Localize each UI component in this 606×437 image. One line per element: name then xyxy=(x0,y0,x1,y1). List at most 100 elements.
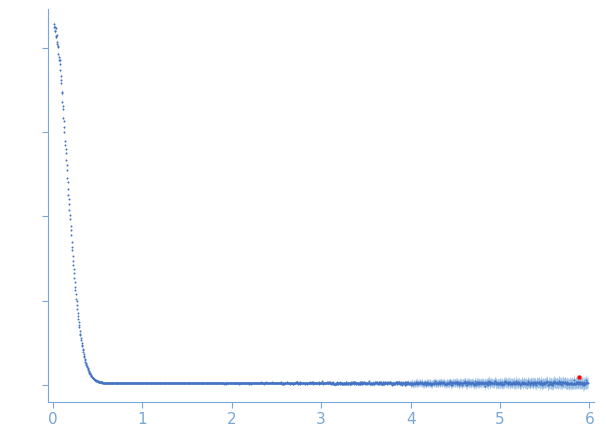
Point xyxy=(286,379,296,386)
Point xyxy=(382,379,392,386)
Point xyxy=(444,379,454,386)
Point xyxy=(72,302,82,309)
Point xyxy=(421,379,430,386)
Point xyxy=(83,366,93,373)
Point xyxy=(508,378,518,385)
Point xyxy=(311,379,321,386)
Point xyxy=(315,379,325,386)
Point xyxy=(82,365,92,372)
Point xyxy=(338,379,347,386)
Point xyxy=(115,380,125,387)
Point xyxy=(299,379,308,386)
Point xyxy=(413,380,422,387)
Point xyxy=(93,378,102,385)
Point xyxy=(105,379,115,386)
Point xyxy=(199,380,209,387)
Point xyxy=(241,379,251,386)
Point xyxy=(390,380,399,387)
Point xyxy=(275,380,284,387)
Point xyxy=(59,128,69,135)
Point xyxy=(300,379,310,386)
Point xyxy=(471,381,481,388)
Point xyxy=(547,382,557,388)
Point xyxy=(355,380,364,387)
Point xyxy=(245,380,255,387)
Point xyxy=(370,381,379,388)
Point xyxy=(394,378,404,385)
Point xyxy=(152,379,162,386)
Point xyxy=(73,315,83,322)
Point xyxy=(551,380,561,387)
Point xyxy=(539,380,548,387)
Point xyxy=(190,380,199,387)
Point xyxy=(430,379,439,386)
Point xyxy=(135,380,144,387)
Point xyxy=(547,379,557,386)
Point xyxy=(223,379,233,386)
Point xyxy=(162,380,171,387)
Point xyxy=(319,380,329,387)
Point xyxy=(250,380,260,387)
Point xyxy=(512,379,522,386)
Point xyxy=(341,380,350,387)
Point xyxy=(201,380,211,387)
Point xyxy=(95,378,104,385)
Point xyxy=(574,378,584,385)
Point xyxy=(132,380,142,387)
Point xyxy=(336,380,345,387)
Point xyxy=(298,380,307,387)
Point xyxy=(496,381,505,388)
Point xyxy=(88,375,98,382)
Point xyxy=(247,380,256,387)
Point xyxy=(521,379,530,386)
Point xyxy=(439,381,448,388)
Point xyxy=(101,379,110,386)
Point xyxy=(266,380,276,387)
Point xyxy=(323,379,333,386)
Point xyxy=(498,379,507,386)
Point xyxy=(398,380,408,387)
Point xyxy=(285,380,295,387)
Point xyxy=(464,380,473,387)
Point xyxy=(263,380,273,387)
Point xyxy=(345,380,355,387)
Point xyxy=(230,380,239,387)
Point xyxy=(404,380,414,387)
Point xyxy=(57,88,67,95)
Point xyxy=(126,380,136,387)
Point xyxy=(548,382,558,388)
Point xyxy=(472,379,482,386)
Point xyxy=(545,379,554,386)
Point xyxy=(391,379,401,386)
Point xyxy=(293,380,302,387)
Point xyxy=(244,380,254,387)
Point xyxy=(82,363,92,370)
Point xyxy=(195,379,204,386)
Point xyxy=(326,381,336,388)
Point xyxy=(124,380,134,387)
Point xyxy=(558,379,567,386)
Point xyxy=(212,379,222,386)
Point xyxy=(170,380,180,387)
Point xyxy=(415,380,424,387)
Point xyxy=(143,380,153,387)
Point xyxy=(521,380,530,387)
Point xyxy=(122,380,132,387)
Point xyxy=(207,379,217,386)
Point xyxy=(487,379,496,386)
Point xyxy=(187,380,197,387)
Point xyxy=(103,379,113,386)
Point xyxy=(287,379,297,386)
Point xyxy=(174,380,184,387)
Point xyxy=(279,380,289,387)
Point xyxy=(428,379,438,386)
Point xyxy=(247,379,256,386)
Point xyxy=(77,339,87,346)
Point xyxy=(99,379,109,386)
Point xyxy=(196,379,205,386)
Point xyxy=(78,343,87,350)
Point xyxy=(86,371,96,378)
Point xyxy=(68,253,78,260)
Point xyxy=(530,379,539,386)
Point xyxy=(264,380,273,387)
